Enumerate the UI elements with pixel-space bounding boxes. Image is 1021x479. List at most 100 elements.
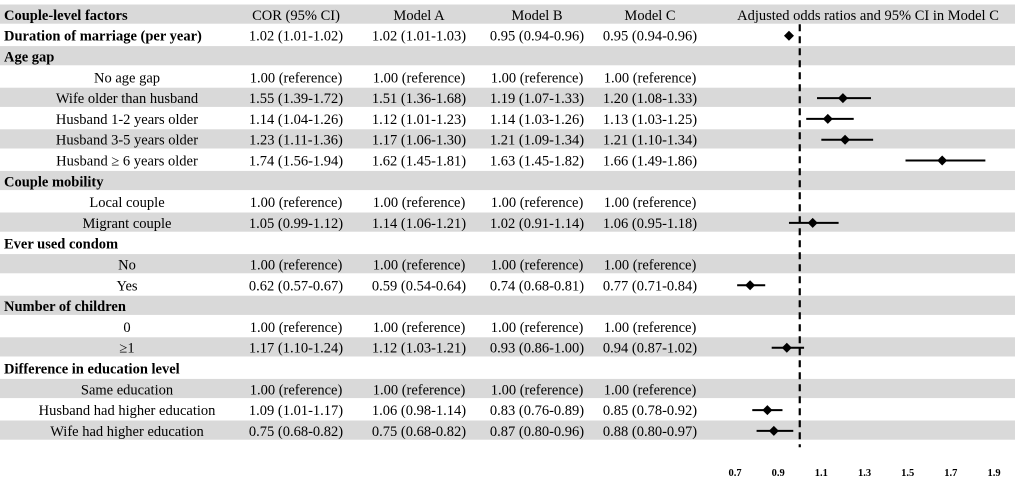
estimate-cell: 1.00 (reference) xyxy=(491,70,584,86)
estimate-cell: 1.19 (1.07-1.33) xyxy=(490,91,584,107)
estimate-cell: 0.75 (0.68-0.82) xyxy=(372,424,466,440)
estimate-cell: 1.00 (reference) xyxy=(250,258,343,274)
estimate-cell: 1.00 (reference) xyxy=(250,382,343,398)
x-tick-label: 1.5 xyxy=(901,468,914,479)
row-label: Wife older than husband xyxy=(56,91,199,107)
row-label: No xyxy=(118,258,136,274)
row-label: Husband had higher education xyxy=(39,403,217,419)
estimate-cell: 1.12 (1.01-1.23) xyxy=(372,112,466,128)
row-band xyxy=(0,254,1015,274)
odds-ratio-point xyxy=(937,155,948,166)
odds-ratio-point xyxy=(783,30,794,41)
factor-label: Duration of marriage (per year) xyxy=(4,29,202,45)
x-tick-label: 0.9 xyxy=(772,468,785,479)
row-band xyxy=(0,46,1015,66)
section-header: Couple mobility xyxy=(4,174,104,190)
x-tick-label: 0.7 xyxy=(728,468,741,479)
row-label: Yes xyxy=(116,278,137,294)
row-band xyxy=(0,170,1015,191)
x-tick-label: 1.7 xyxy=(944,468,957,479)
row-bands xyxy=(0,4,1015,440)
estimate-cell: 1.09 (1.01-1.17) xyxy=(249,403,343,419)
row-band xyxy=(0,129,1015,149)
estimate-cell: 1.00 (reference) xyxy=(604,195,697,211)
row-band xyxy=(0,337,1015,357)
estimate-cell: 1.00 (reference) xyxy=(604,70,697,86)
estimate-cell: 1.62 (1.45-1.81) xyxy=(372,154,466,170)
estimate-cell: 1.00 (reference) xyxy=(491,320,584,336)
estimate-cell: 1.00 (reference) xyxy=(491,382,584,398)
row-label: ≥1 xyxy=(119,341,134,357)
estimate-cell: 1.00 (reference) xyxy=(604,258,697,274)
row-label: Husband ≥ 6 years older xyxy=(56,154,198,170)
column-header: Model A xyxy=(393,8,445,24)
estimate-cell: 1.00 (reference) xyxy=(373,320,466,336)
estimate-cell: 1.12 (1.03-1.21) xyxy=(372,341,466,357)
estimate-cell: 0.59 (0.54-0.64) xyxy=(372,278,466,294)
estimate-cell: 1.02 (1.01-1.03) xyxy=(372,29,466,45)
section-header: Age gap xyxy=(4,50,54,66)
estimate-cell: 1.00 (reference) xyxy=(491,258,584,274)
row-label: 0 xyxy=(123,320,130,336)
estimate-cell: 1.13 (1.03-1.25) xyxy=(603,112,697,128)
odds-ratio-point xyxy=(837,93,848,104)
plot-title: Adjusted odds ratios and 95% CI in Model… xyxy=(737,8,999,24)
estimate-cell: 0.88 (0.80-0.97) xyxy=(603,424,697,440)
column-header: Model B xyxy=(511,8,562,24)
estimate-cell: 1.21 (1.10-1.34) xyxy=(603,133,697,149)
estimate-cell: 1.00 (reference) xyxy=(604,382,697,398)
estimate-cell: 1.20 (1.08-1.33) xyxy=(603,91,697,107)
estimate-cell: 0.93 (0.86-1.00) xyxy=(490,341,584,357)
estimate-cell: 1.51 (1.36-1.68) xyxy=(372,91,466,107)
estimate-cell: 1.05 (0.99-1.12) xyxy=(249,216,343,232)
estimate-cell: 1.17 (1.06-1.30) xyxy=(372,133,466,149)
row-label: Husband 3-5 years older xyxy=(56,133,198,149)
estimate-cell: 1.02 (0.91-1.14) xyxy=(490,216,584,232)
estimate-cell: 1.00 (reference) xyxy=(373,258,466,274)
odds-ratio-point xyxy=(781,342,792,353)
estimate-cell: 0.77 (0.71-0.84) xyxy=(603,278,697,294)
estimate-cell: 1.06 (0.95-1.18) xyxy=(603,216,697,232)
estimate-cell: 1.14 (1.06-1.21) xyxy=(372,216,466,232)
row-band xyxy=(0,295,1015,315)
estimate-cell: 1.00 (reference) xyxy=(373,195,466,211)
row-label: No age gap xyxy=(94,70,160,86)
row-band xyxy=(0,4,1015,24)
estimate-cell: 1.66 (1.49-1.86) xyxy=(603,154,697,170)
odds-ratio-point xyxy=(762,405,773,416)
estimate-cell: 1.14 (1.03-1.26) xyxy=(490,112,584,128)
estimate-cell: 1.23 (1.11-1.36) xyxy=(249,133,343,149)
row-band xyxy=(0,87,1015,107)
odds-ratio-point xyxy=(822,113,833,124)
estimate-cell: 1.21 (1.09-1.34) xyxy=(490,133,584,149)
row-label: Migrant couple xyxy=(83,216,172,232)
estimate-cell: 1.06 (0.98-1.14) xyxy=(372,403,466,419)
table-text: Couple-level factors COR (95% CI) Model A M… xyxy=(4,8,999,440)
estimate-cell: 1.00 (reference) xyxy=(250,195,343,211)
estimate-cell: 1.00 (reference) xyxy=(373,382,466,398)
estimate-cell: 1.74 (1.56-1.94) xyxy=(249,154,343,170)
factor-column-header: Couple-level factors xyxy=(4,8,128,24)
estimate-cell: 1.55 (1.39-1.72) xyxy=(249,91,343,107)
estimate-cell: 1.14 (1.04-1.26) xyxy=(249,112,343,128)
estimate-cell: 1.00 (reference) xyxy=(491,195,584,211)
row-label: Wife had higher education xyxy=(50,424,204,440)
column-header: COR (95% CI) xyxy=(252,8,340,24)
estimate-cell: 1.17 (1.10-1.24) xyxy=(249,341,343,357)
x-tick-label: 1.3 xyxy=(858,468,871,479)
estimate-cell: 0.94 (0.87-1.02) xyxy=(603,341,697,357)
row-label: Local couple xyxy=(89,195,164,211)
estimate-cell: 1.00 (reference) xyxy=(250,70,343,86)
row-band xyxy=(0,420,1015,440)
estimate-cell: 0.95 (0.94-0.96) xyxy=(490,29,584,45)
x-tick-label: 1.1 xyxy=(815,468,828,479)
odds-ratio-point xyxy=(807,217,818,228)
estimate-cell: 1.00 (reference) xyxy=(604,320,697,336)
forest-plot: 0.7 0.9 1.1 1.3 1.5 1.7 1.9 xyxy=(728,24,1001,479)
row-band xyxy=(0,378,1015,399)
odds-ratio-point xyxy=(768,425,779,436)
section-header: Difference in education level xyxy=(4,362,180,378)
row-label: Husband 1-2 years older xyxy=(56,112,198,128)
row-band xyxy=(0,212,1015,232)
